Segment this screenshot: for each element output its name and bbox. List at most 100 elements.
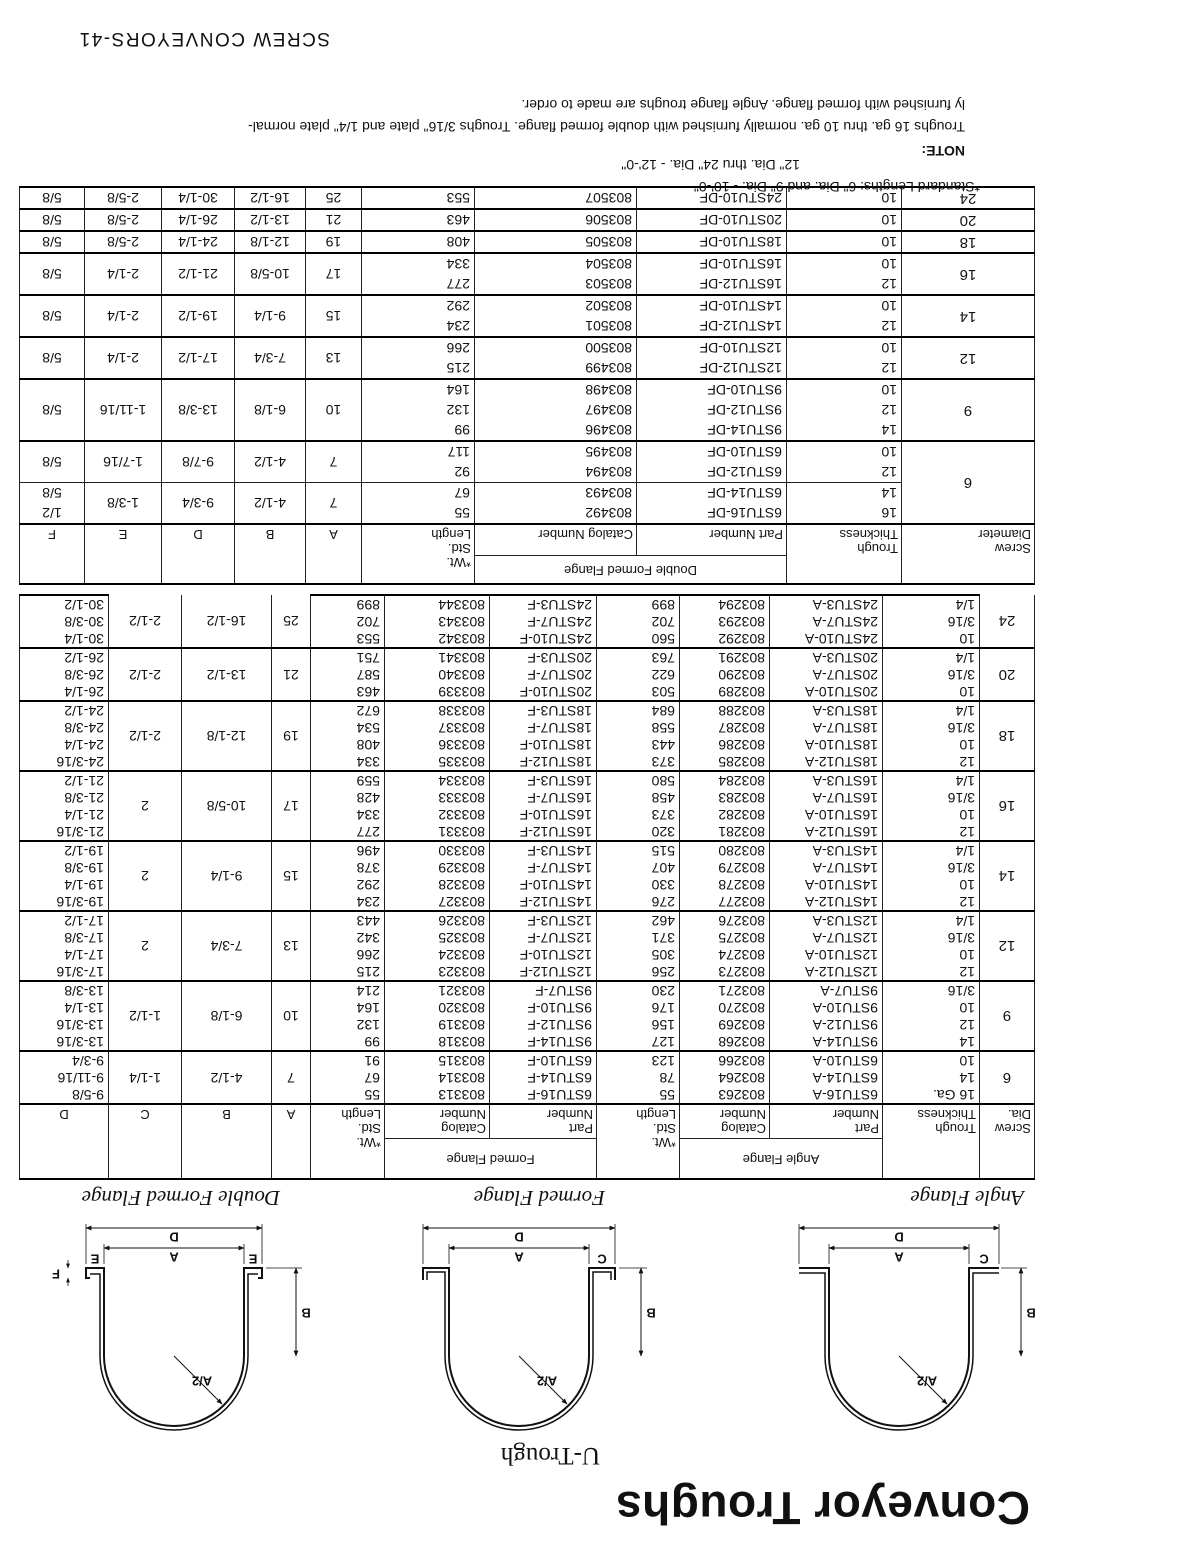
table-cell: 19-1/2 [19, 841, 109, 859]
table-header: Screw Diameter Trough Thickness Double For… [19, 524, 1035, 584]
flange-trough-table: Screw Dia. Trough Thickness Angle Flange *W… [19, 594, 1035, 1180]
table-cell: 18 [901, 231, 1035, 253]
table-cell: 330 [596, 876, 680, 893]
table-cell: 803493 [474, 482, 637, 503]
table-cell: 10 [305, 379, 362, 441]
table-cell: 2 [108, 841, 182, 911]
table-cell: 6-1/8 [234, 379, 306, 441]
cell-line: 5/8 [42, 350, 62, 366]
table-cell: 803342 [384, 630, 490, 648]
table-cell: 9STU14-DF [636, 420, 787, 441]
table-cell: 803501 [474, 316, 637, 337]
table-row: 12 12 12STU12-A 803273 256 12STU12-F 803323 215… [19, 911, 1035, 981]
table-cell: 803281 [679, 823, 770, 841]
table-cell: 9STU12-DF [636, 400, 787, 420]
table-cell: 10 [882, 736, 980, 753]
table-cell: 305 [596, 946, 680, 963]
table-cell: 4-1/2 [181, 1051, 272, 1104]
table-cell: 803328 [384, 876, 490, 893]
table-cell: 373 [596, 753, 680, 771]
table-cell: 9-3/4 [19, 1051, 109, 1069]
table-cell: 803283 [679, 789, 770, 806]
table-cell: 292 [361, 295, 475, 316]
dimension-label: E [248, 1252, 257, 1267]
table-cell: 18STU7-F [489, 719, 597, 736]
table-cell: 803339 [384, 683, 490, 701]
table-cell: 803318 [384, 1033, 490, 1051]
table-row: 12 6STU12-DF 803494 92 7 4-1/2 9-7/8 1-7/16 5/8 [19, 441, 1035, 483]
table-cell: 803495 [474, 441, 637, 462]
table-cell: 9-3/4 [161, 482, 235, 524]
table-row: 18 10 18STU10-DF 803505 408 19 12-1/8 24-1/4 2-5… [19, 231, 1035, 253]
table-cell: 12 [901, 337, 1035, 379]
diagram-caption: Angle Flange [910, 1186, 1026, 1210]
table-cell: 622 [596, 666, 680, 683]
table-cell: 24-1/4 [161, 231, 235, 253]
table-cell: 803503 [474, 274, 637, 295]
table-cell: 2-1/2 [108, 648, 182, 701]
column-header: B [234, 524, 306, 584]
table-cell: 24 [979, 595, 1035, 648]
table-cell: 20STU10-A [769, 683, 883, 701]
table-cell: 803278 [679, 876, 770, 893]
table-cell: 12-1/8 [181, 701, 272, 771]
table-cell: 10 [786, 379, 902, 400]
table-cell: 13-1/2 [181, 648, 272, 701]
table-cell: 6STU14-DF [636, 482, 787, 503]
table-cell: 803504 [474, 253, 637, 274]
dimension-label: A/2 [192, 1374, 212, 1389]
table-cell: 2-1/4 [84, 253, 162, 295]
cell-line: 5/8 [42, 266, 62, 282]
table-cell: 3/16 [882, 719, 980, 736]
table-cell: 16STU7-F [489, 789, 597, 806]
table-cell: 9-11/16 [19, 1069, 109, 1086]
table-cell: 803333 [384, 789, 490, 806]
table-cell: 21-3/8 [19, 789, 109, 806]
table-cell: 12STU12-A [769, 963, 883, 981]
table-cell: 1/4 [882, 771, 980, 789]
table-cell: 16STU7-A [769, 789, 883, 806]
table-cell: 5/8 [19, 337, 85, 379]
table-cell: 803268 [679, 1033, 770, 1051]
column-header: Part Number [636, 524, 787, 556]
table-cell: 24-1/4 [19, 736, 109, 753]
table-cell: 2-5/8 [84, 231, 162, 253]
table-cell: 230 [596, 981, 680, 999]
column-header: A [305, 524, 362, 584]
table-cell: 215 [310, 963, 385, 981]
table-cell: 14STU12-F [489, 893, 597, 911]
note-text: Troughs 16 ga. thru 10 ga. normally furn… [248, 119, 965, 135]
table-cell: 13-1/4 [19, 999, 109, 1016]
table-cell: 16STU10-A [769, 806, 883, 823]
table-cell: 10 [786, 209, 902, 231]
table-cell: 6STU10-F [489, 1051, 597, 1069]
table-cell: 803500 [474, 337, 637, 358]
table-cell: 10-5/8 [181, 771, 272, 841]
table-cell: 127 [596, 1033, 680, 1051]
table-cell: 751 [310, 648, 385, 666]
table-cell: 19-1/4 [19, 876, 109, 893]
table-cell: 803290 [679, 666, 770, 683]
table-cell: 1-11/16 [84, 379, 162, 441]
table-cell: 12STU3-F [489, 911, 597, 929]
table-cell: 26-1/2 [19, 648, 109, 666]
table-cell: 1/4 [882, 911, 980, 929]
table-cell: 20STU10-F [489, 683, 597, 701]
table-cell: 1/4 [882, 701, 980, 719]
table-cell: 6STU10-DF [636, 441, 787, 462]
table-cell: 14STU12-DF [636, 316, 787, 337]
table-cell: 803286 [679, 736, 770, 753]
table-cell: 334 [310, 806, 385, 823]
table-cell: 19 [271, 701, 311, 771]
table-cell: 6STU14-F [489, 1069, 597, 1086]
table-cell: 2 [108, 771, 182, 841]
table-cell: 803506 [474, 209, 637, 231]
table-cell: 803274 [679, 946, 770, 963]
table-cell: 803330 [384, 841, 490, 859]
table-cell: 342 [310, 929, 385, 946]
table-cell: 18 [979, 701, 1035, 771]
table-cell: 12 [786, 316, 902, 337]
table-cell: 15 [305, 295, 362, 337]
table-cell: 164 [361, 379, 475, 400]
table-cell: 334 [361, 253, 475, 274]
